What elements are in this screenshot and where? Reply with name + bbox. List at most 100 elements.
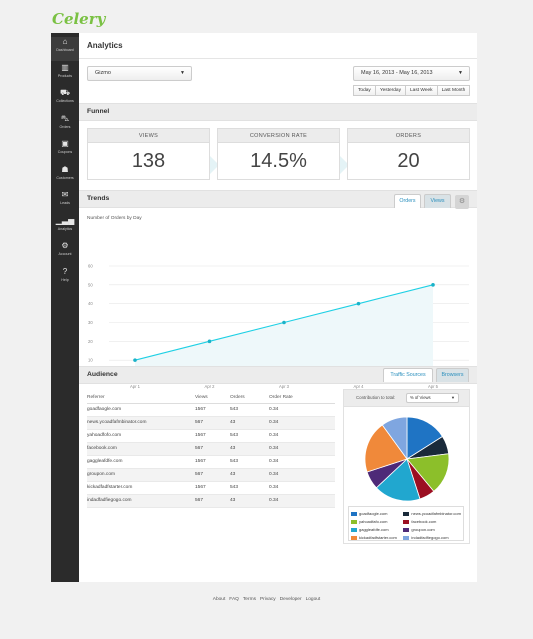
footer-link-faq[interactable]: FAQ bbox=[229, 597, 239, 602]
orders-funnel-box: ORDERS 20 bbox=[347, 128, 470, 180]
footer-link-logout[interactable]: Logout bbox=[305, 597, 321, 602]
tab-browsers[interactable]: Browsers bbox=[436, 368, 469, 382]
table-header-row: Referrer Views Orders Order Rate bbox=[87, 392, 335, 404]
sidebar-item-customers[interactable]: ☗ Customers bbox=[51, 165, 79, 189]
table-row[interactable]: goadfaogle.com 1567 543 0.34 bbox=[87, 403, 335, 417]
last-week-button[interactable]: Last Week bbox=[404, 85, 438, 96]
legend-item: indadfadfiegogo.com bbox=[403, 534, 461, 541]
date-range-select[interactable]: May 16, 2013 - May 16, 2013 ▼ bbox=[353, 66, 470, 81]
conversion-value: 14.5% bbox=[250, 150, 307, 172]
footer-link-terms[interactable]: Terms bbox=[242, 597, 256, 602]
sidebar-item-coupons[interactable]: ▣ Coupons bbox=[51, 139, 79, 163]
data-point bbox=[356, 301, 361, 306]
referrer-table: Referrer Views Orders Order Rate goadfao… bbox=[87, 392, 335, 508]
table-cell: kickadfadfstarter.com bbox=[87, 481, 195, 495]
table-row[interactable]: groupon.com 567 43 0.34 bbox=[87, 468, 335, 482]
sidebar-item-help[interactable]: ? Help bbox=[51, 267, 79, 291]
page-title: Analytics bbox=[87, 41, 123, 50]
col-views[interactable]: Views bbox=[195, 392, 230, 404]
table-cell: goadfaogle.com bbox=[87, 403, 195, 417]
table-cell: 1567 bbox=[195, 455, 230, 469]
table-cell: 543 bbox=[230, 403, 269, 417]
views-label: VIEWS bbox=[88, 129, 209, 143]
metric-select[interactable]: % of Views ▼ bbox=[406, 393, 459, 403]
sidebar-item-account[interactable]: ⚙ Account bbox=[51, 241, 79, 265]
table-row[interactable]: news.ycoadfafmbinator.com 567 43 0.34 bbox=[87, 416, 335, 430]
legend-label: goadfaogle.com bbox=[359, 511, 388, 516]
table-cell: 567 bbox=[195, 494, 230, 508]
table-cell: gaggleafdfe.com bbox=[87, 455, 195, 469]
footer-link-developer[interactable]: Developer bbox=[279, 597, 302, 602]
table-row[interactable]: gaggleafdfe.com 1567 543 0.34 bbox=[87, 455, 335, 469]
store-select[interactable]: Gizmo ▼ bbox=[87, 66, 192, 81]
sidebar-item-label: Account bbox=[58, 252, 72, 256]
table-cell: indadfadfiegogo.com bbox=[87, 494, 195, 508]
legend-swatch bbox=[351, 511, 357, 516]
data-point bbox=[431, 283, 435, 287]
store-select-value: Gizmo bbox=[95, 70, 111, 76]
gear-icon[interactable]: ⚙ bbox=[455, 195, 469, 209]
caret-down-icon: ▼ bbox=[458, 70, 463, 76]
envelope-icon: ✉ bbox=[61, 190, 69, 199]
table-cell: 0.34 bbox=[269, 416, 335, 430]
pie-slice-indadfadfiegogo-com[interactable] bbox=[381, 416, 408, 461]
last-month-button[interactable]: Last Month bbox=[436, 85, 471, 96]
contribution-panel: Contribution to total: % of Views ▼ goad… bbox=[343, 389, 470, 544]
y-tick-label: 50 bbox=[88, 282, 93, 287]
footer-links: About FAQ Terms Privacy Developer Logout bbox=[0, 597, 533, 602]
sidebar-item-dashboard[interactable]: ⌂ Dashboard bbox=[51, 37, 79, 61]
tab-traffic-sources[interactable]: Traffic Sources bbox=[383, 368, 433, 382]
table-cell: 0.34 bbox=[269, 429, 335, 443]
x-tick-label: Apr 2 bbox=[204, 384, 215, 389]
sidebar-item-orders[interactable]: ⛍ Orders bbox=[51, 114, 79, 138]
table-row[interactable]: facebook.com 567 43 0.34 bbox=[87, 442, 335, 456]
table-cell: 567 bbox=[195, 442, 230, 456]
sidebar-item-label: Collections bbox=[56, 99, 74, 103]
page-header: Analytics bbox=[79, 33, 477, 59]
app-window: ⌂ Dashboard ▥ Products ⛟ Collections ⛍ Orders ▣ C… bbox=[51, 33, 477, 582]
sidebar-item-products[interactable]: ▥ Products bbox=[51, 63, 79, 87]
col-orders[interactable]: Orders bbox=[230, 392, 269, 404]
footer-link-about[interactable]: About bbox=[212, 597, 226, 602]
legend-swatch bbox=[403, 519, 410, 524]
legend-swatch bbox=[403, 535, 410, 540]
today-button[interactable]: Today bbox=[353, 85, 376, 96]
trends-title: Trends bbox=[87, 195, 110, 202]
views-funnel-box: VIEWS 138 bbox=[87, 128, 210, 180]
legend-label: yahoadfafo.com bbox=[359, 519, 388, 524]
table-row[interactable]: yahoadfofo.com 1567 543 0.34 bbox=[87, 429, 335, 443]
yesterday-button[interactable]: Yesterday bbox=[374, 85, 406, 96]
table-cell: yahoadfofo.com bbox=[87, 429, 195, 443]
x-tick-label: Apr 1 bbox=[130, 384, 141, 389]
col-order-rate[interactable]: Order Rate bbox=[269, 392, 335, 404]
pie-slice-gaggleafdfe-com[interactable] bbox=[375, 458, 421, 502]
tab-orders[interactable]: Orders bbox=[394, 194, 421, 208]
table-row[interactable]: kickadfadfstarter.com 1567 543 0.34 bbox=[87, 481, 335, 495]
sidebar-item-analytics[interactable]: ▁▃▅ Analytics bbox=[51, 216, 79, 240]
footer-link-privacy[interactable]: Privacy bbox=[259, 597, 276, 602]
quick-range-group: Today Yesterday Last Week Last Month bbox=[353, 85, 471, 96]
data-point bbox=[282, 320, 286, 325]
sidebar-item-leads[interactable]: ✉ Leads bbox=[51, 190, 79, 214]
caret-down-icon: ▼ bbox=[180, 70, 185, 76]
trends-section-header: Trends bbox=[79, 190, 477, 208]
x-tick-label: Apr 4 bbox=[353, 384, 364, 389]
tab-views[interactable]: Views bbox=[424, 194, 451, 208]
table-cell: 43 bbox=[230, 494, 269, 508]
celery-logo[interactable]: Celery bbox=[52, 10, 106, 28]
sidebar-item-collections[interactable]: ⛟ Collections bbox=[51, 88, 79, 112]
table-row[interactable]: indadfadfiegogo.com 567 43 0.34 bbox=[87, 494, 335, 508]
col-referrer[interactable]: Referrer bbox=[87, 392, 195, 404]
y-tick-label: 60 bbox=[88, 264, 93, 269]
table-cell: 1567 bbox=[195, 403, 230, 417]
legend-swatch bbox=[351, 527, 357, 532]
date-range-value: May 16, 2013 - May 16, 2013 bbox=[361, 70, 433, 76]
sidebar-item-label: Dashboard bbox=[56, 48, 74, 52]
table-cell: 1567 bbox=[195, 481, 230, 495]
orders-value: 20 bbox=[397, 150, 420, 172]
pie-slice-kickadfadfstarter-com[interactable] bbox=[364, 424, 408, 473]
table-cell: 0.34 bbox=[269, 468, 335, 482]
sidebar-item-label: Products bbox=[57, 73, 73, 78]
conversion-label: CONVERSION RATE bbox=[218, 129, 339, 143]
